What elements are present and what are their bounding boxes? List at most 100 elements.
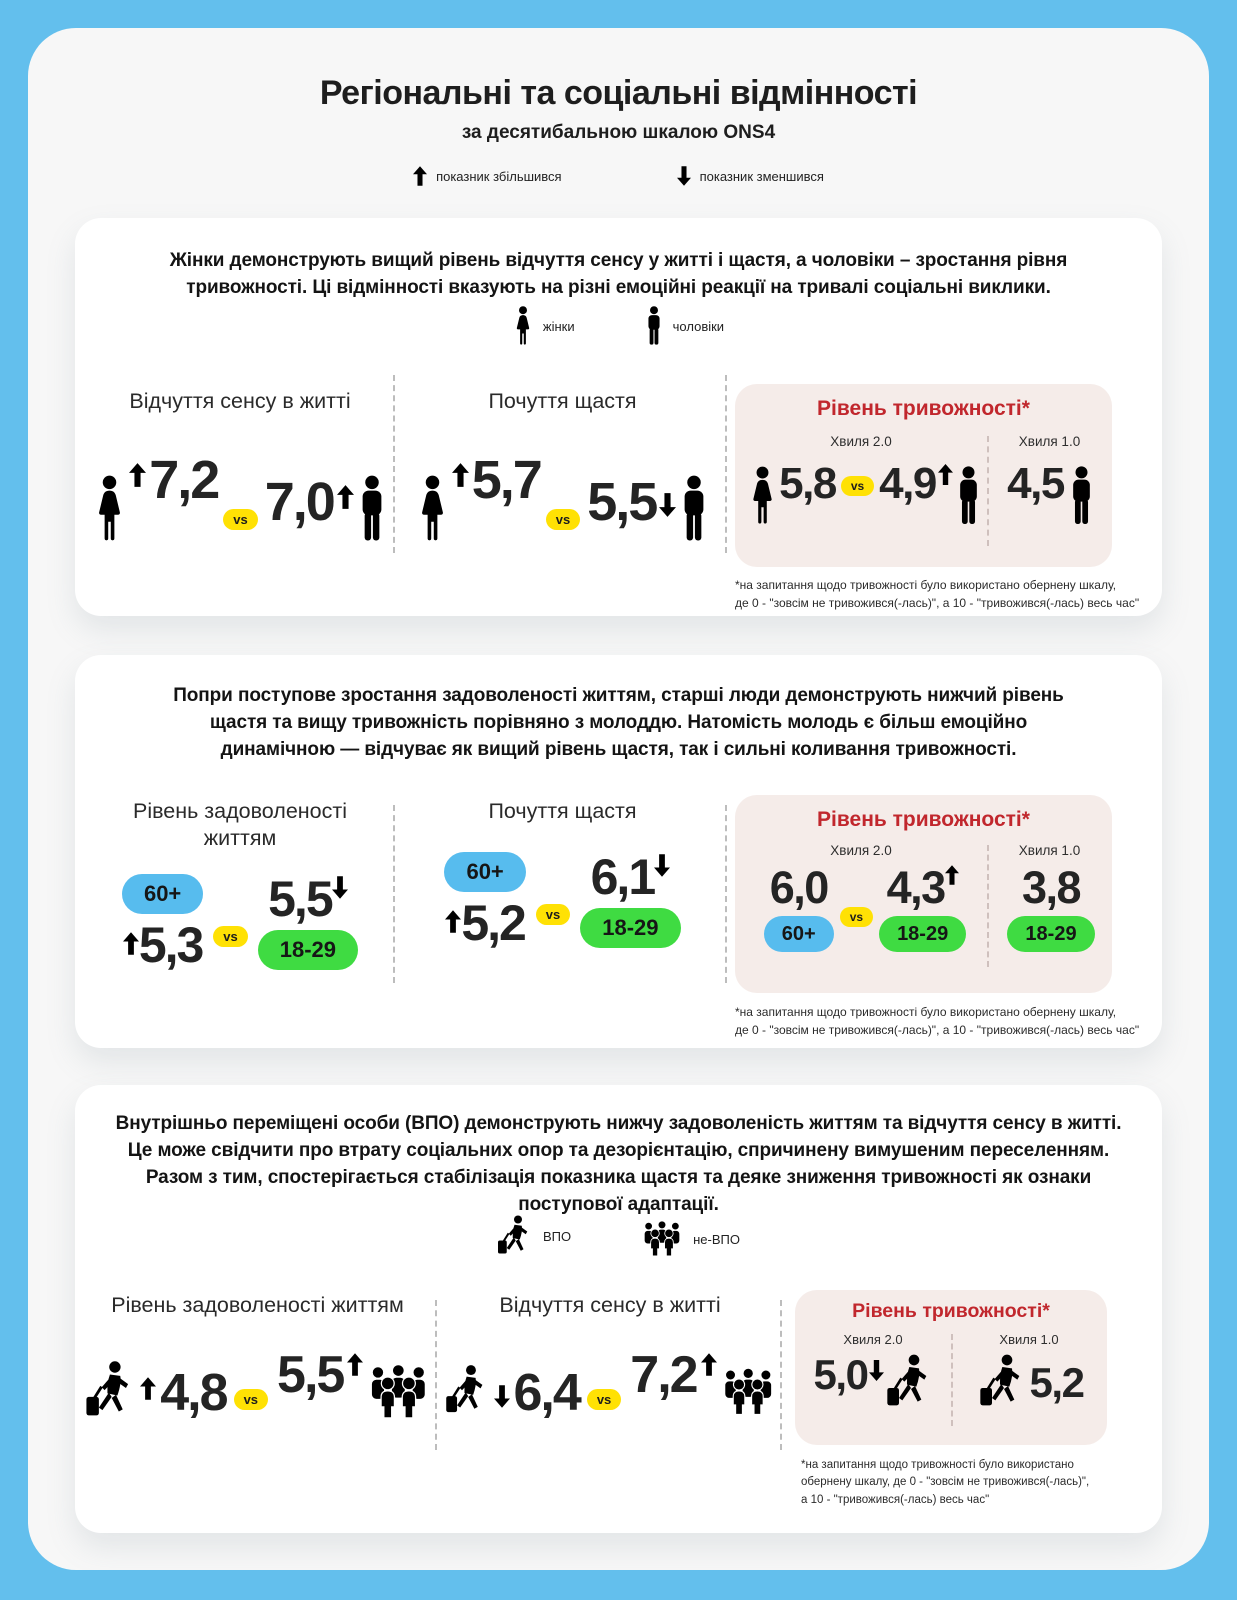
value-60plus-row: 5,2 [445, 894, 527, 951]
page-title: Регіональні та соціальні відмінності [319, 74, 918, 112]
wave1-values: 3,8 18-29 [995, 865, 1107, 952]
metric-values: 60+ 5,2 vs 6,1 18-29 [405, 851, 720, 951]
male-icon [960, 466, 977, 524]
metric-title: Відчуття сенсу в житті [499, 1293, 721, 1317]
trend-legend: показник збільшився показник зменшився [28, 166, 1209, 186]
metric-values: 60+ 5,3 vs 5,5 18-29 [90, 873, 390, 973]
card-age-intro: Попри поступове зростання задоволеності … [173, 685, 1064, 760]
idp-traveler-icon [446, 1365, 483, 1413]
arrow-up-icon [700, 1353, 717, 1376]
wave1-label: Хвиля 1.0 [999, 1332, 1059, 1347]
vs-badge: vs [586, 1388, 622, 1410]
value-18-29: 4,3 [886, 862, 947, 913]
infographic-page: Регіональні та соціальні відмінності за … [28, 28, 1209, 1570]
idp-legend: ВПО не-ВПО [75, 1215, 1162, 1257]
column-divider [435, 1300, 437, 1450]
vs-badge: vs [535, 903, 571, 925]
value-idp: 5,0 [813, 1351, 869, 1398]
value-18-29: 6,1 [590, 848, 657, 905]
idp-traveler-icon [979, 1354, 1019, 1406]
card-gender-intro: Жінки демонструють вищий рівень відчуття… [169, 250, 1068, 298]
male-icon [648, 306, 660, 345]
legend-men-label: чоловіки [672, 318, 725, 334]
page-subtitle: за десятибальною шкалою ONS4 [461, 122, 776, 143]
card-idp-intro: Внутрішньо переміщені особи (ВПО) демонс… [115, 1113, 1122, 1215]
metric-life-satisfaction: Рівень задоволеності життям 4,8 vs 5,5 [85, 1292, 430, 1422]
age-pill-18-29: 18-29 [580, 907, 681, 948]
idp-traveler-icon [887, 1354, 927, 1406]
value-60plus: 5,3 [138, 916, 205, 973]
anxiety-title: Рівень тривожності* [817, 397, 1030, 420]
value-18-29-row: 6,1 [591, 852, 671, 902]
legend-decrease-label: показник зменшився [699, 168, 824, 184]
legend-nonidp-label: не-ВПО [693, 1231, 740, 1247]
arrow-up-icon [336, 484, 354, 509]
arrow-down-icon [659, 492, 677, 517]
wave1-values: 4,5 [997, 462, 1105, 526]
value-18-29-row: 4,3 [887, 865, 959, 910]
legend-increase-label: показник збільшився [436, 168, 562, 184]
metric-title: Почуття щастя [488, 389, 637, 413]
arrow-up-icon [122, 932, 139, 955]
anxiety-panel: Рівень тривожності* Хвиля 2.0 Хвиля 1.0 … [735, 795, 1112, 993]
group-18-29: 5,5 18-29 [257, 874, 359, 970]
value-idp: 4,8 [160, 1363, 228, 1422]
value-nonidp: 7,2 [630, 1345, 698, 1404]
vs-badge: vs [840, 476, 875, 496]
wave2-label: Хвиля 2.0 [843, 1332, 903, 1347]
anxiety-footnote: *на запитання щодо тривожності було вико… [735, 578, 1140, 610]
male-icon [684, 475, 704, 541]
anxiety-footnote: *на запитання щодо тривожності було вико… [735, 1005, 1140, 1037]
age-pill-60plus: 60+ [121, 873, 204, 914]
wave-divider [951, 1334, 953, 1426]
legend-men: чоловіки [645, 306, 724, 346]
wave1-values: 5,2 [961, 1354, 1101, 1410]
arrow-down-icon [331, 876, 348, 899]
vs-badge: vs [839, 907, 874, 927]
vs-badge: vs [233, 1388, 269, 1410]
value-60plus-row: 5,3 [122, 916, 205, 973]
metric-values: 6,4 vs 7,2 [445, 1349, 775, 1422]
male-icon [362, 475, 382, 541]
female-icon [99, 475, 121, 541]
value-men: 4,5 [1007, 459, 1065, 508]
metric-title: Почуття щастя [488, 799, 637, 823]
arrow-up-icon [413, 166, 428, 186]
arrow-down-icon [676, 166, 691, 186]
legend-decrease: показник зменшився [676, 166, 824, 186]
card-idp: Внутрішньо переміщені особи (ВПО) демонс… [75, 1085, 1162, 1533]
arrow-up-icon [347, 1353, 364, 1376]
arrow-down-icon [654, 854, 671, 877]
group-18-29: 3,8 18-29 [1007, 862, 1095, 952]
people-group-icon [723, 1367, 772, 1415]
age-pill-18-29: 18-29 [1007, 916, 1095, 952]
arrow-down-icon [869, 1360, 885, 1381]
value-men: 4,9 [879, 459, 937, 508]
vs-badge: vs [545, 508, 581, 530]
female-icon [753, 466, 772, 524]
value-18-29-row: 5,5 [268, 874, 348, 924]
wave1-label: Хвиля 1.0 [1018, 843, 1081, 858]
wave2-label: Хвиля 2.0 [830, 843, 892, 858]
metric-happiness: Почуття щастя 60+ 5,2 vs 6,1 18-29 [405, 798, 720, 948]
wave-divider [987, 436, 989, 546]
value-idp: 6,4 [513, 1363, 582, 1422]
metric-values: 4,8 vs 5,5 [85, 1349, 430, 1422]
group-60plus: 60+ 5,3 [121, 873, 205, 973]
metric-title: Відчуття сенсу в житті [129, 389, 351, 413]
arrow-up-icon [937, 464, 953, 485]
male-icon [1072, 466, 1090, 524]
legend-idp-label: ВПО [542, 1228, 572, 1244]
age-pill-60plus: 60+ [444, 851, 526, 892]
column-divider [780, 1300, 782, 1450]
anxiety-panel: Рівень тривожності* Хвиля 2.0 Хвиля 1.0 … [735, 384, 1112, 567]
value-18-29: 3,8 [1021, 862, 1082, 913]
value-idp: 5,2 [1029, 1359, 1085, 1406]
female-icon [421, 475, 443, 541]
legend-women-label: жінки [542, 318, 575, 334]
column-divider [725, 805, 727, 983]
column-divider [393, 805, 395, 983]
legend-women: жінки [513, 306, 575, 346]
value-60plus: 5,2 [461, 894, 527, 951]
wave2-values: 5,0 [801, 1354, 947, 1410]
